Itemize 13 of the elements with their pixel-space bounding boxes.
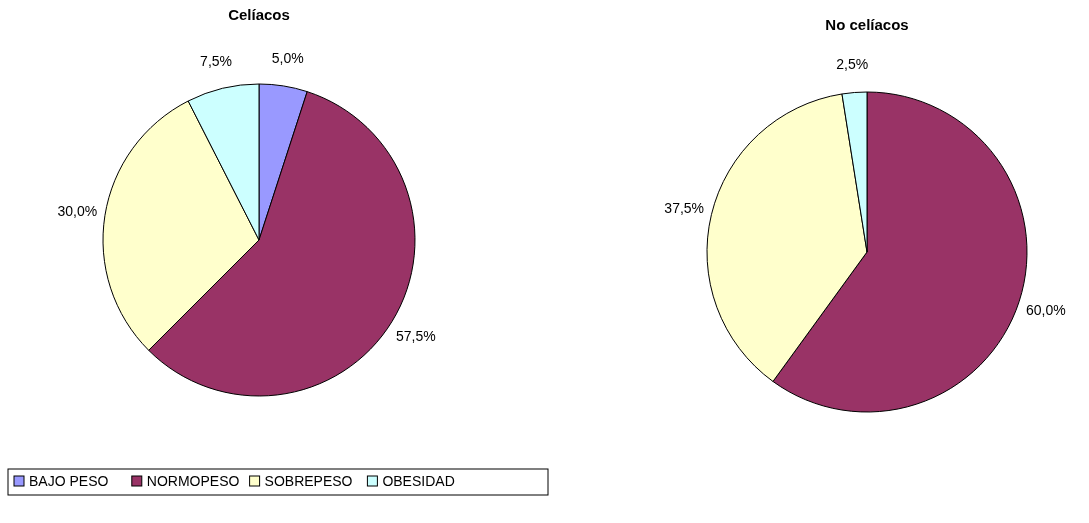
data-label: 5,0% (271, 50, 304, 67)
data-label: 7,5% (200, 52, 233, 69)
data-label: 37,5% (664, 200, 705, 217)
legend-label: OBESIDAD (382, 473, 455, 489)
chart-title: No celíacos (825, 16, 909, 33)
legend-label: NORMOPESO (146, 473, 240, 489)
data-label: 60,0% (1025, 302, 1066, 318)
legend-label: BAJO PESO (29, 473, 109, 489)
data-label: 57,5% (396, 328, 436, 345)
legend-label: SOBREPESO (264, 473, 353, 489)
chart-title: Celíacos (228, 6, 290, 23)
data-label: 30,0% (57, 203, 98, 220)
data-label: 2,5% (836, 56, 869, 73)
